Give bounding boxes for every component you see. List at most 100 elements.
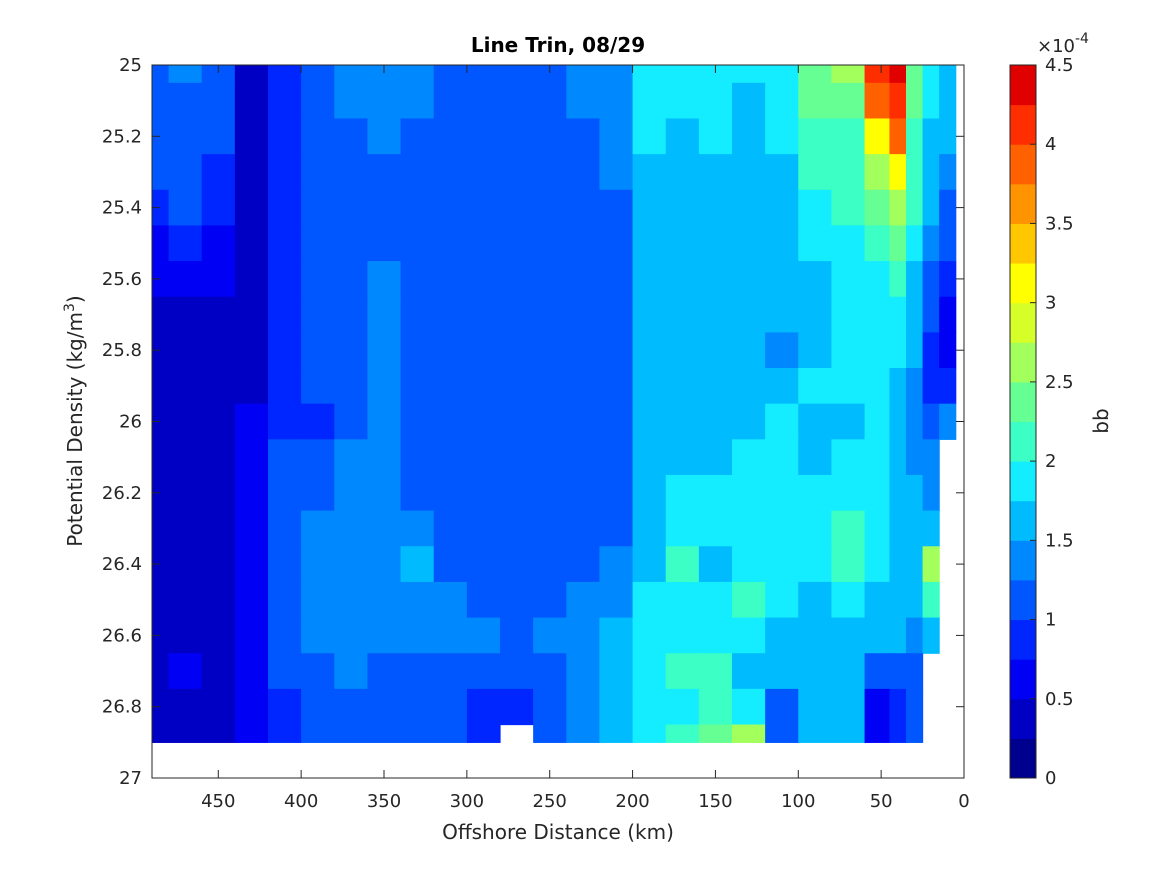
contour-cell: [234, 296, 269, 333]
contour-cell: [466, 617, 501, 654]
contour-cell: [939, 368, 957, 405]
contour-cell: [798, 296, 833, 333]
contour-cell: [831, 510, 866, 547]
x-axis: 450 400 350 300 250 200 150 100 50 0: [201, 65, 970, 812]
contour-cell: [152, 225, 170, 262]
colorbar-segment: [1010, 342, 1036, 383]
contour-cell: [400, 653, 435, 690]
contour-cell: [301, 510, 335, 547]
contour-cell: [831, 688, 866, 726]
contour-cell: [864, 296, 891, 333]
contour-cell: [732, 510, 766, 547]
contour-cell: [732, 368, 766, 405]
contour-cell: [798, 225, 833, 262]
contour-cell: [234, 332, 269, 369]
contour-cell: [168, 118, 203, 155]
contour-cell: [831, 581, 866, 619]
contour-cell: [632, 581, 667, 619]
contour-cell: [301, 82, 335, 120]
contour-cell: [500, 261, 534, 298]
contour-cell: [798, 154, 833, 191]
contour-cell: [334, 688, 369, 726]
colorbar-tick-label: 2.5: [1045, 372, 1074, 393]
contour-cell: [632, 296, 667, 333]
contour-cell: [301, 296, 335, 333]
contour-cell: [765, 510, 799, 547]
contour-cell: [234, 189, 269, 227]
contour-cell: [433, 189, 468, 227]
contour-cell: [301, 403, 335, 440]
contour-cell: [599, 261, 634, 298]
contour-cell: [268, 474, 302, 512]
contour-cell: [168, 154, 203, 191]
contour-cell: [367, 65, 402, 84]
y-tick-label: 25.8: [102, 340, 142, 361]
contour-cell: [798, 118, 833, 155]
contour-cell: [939, 118, 957, 155]
contour-cell: [765, 118, 799, 155]
contour-cell: [698, 403, 733, 440]
contour-cell: [201, 332, 236, 369]
contour-cell: [922, 332, 940, 369]
contour-cell: [301, 154, 335, 191]
contour-cell: [433, 261, 468, 298]
contour-cell: [889, 368, 907, 405]
colorbar-segment: [1010, 579, 1036, 621]
contour-cell: [168, 332, 203, 369]
contour-cell: [665, 118, 700, 155]
colorbar-tick-label: 4.5: [1045, 55, 1074, 76]
contour-cell: [566, 296, 601, 333]
contour-cell: [268, 724, 302, 743]
contour-cell: [864, 225, 891, 262]
contour-cell: [939, 403, 957, 440]
colorbar-tick-label: 0: [1045, 768, 1056, 789]
contour-cell: [922, 581, 940, 619]
contour-cell: [889, 118, 907, 155]
contour-cell: [500, 403, 534, 440]
contour-cell: [433, 439, 468, 476]
contour-cell: [152, 296, 170, 333]
contour-cell: [466, 118, 501, 155]
contour-cell: [599, 653, 634, 690]
contour-cell: [906, 510, 924, 547]
contour-cell: [732, 581, 766, 619]
contour-cell: [433, 653, 468, 690]
contour-cell: [906, 82, 924, 120]
contour-cell: [732, 439, 766, 476]
contour-cell: [168, 261, 203, 298]
contour-cell: [466, 510, 501, 547]
contour-cell: [433, 82, 468, 120]
contour-cell: [301, 724, 335, 743]
contour-cell: [599, 403, 634, 440]
contour-cell: [201, 724, 236, 743]
contour-cell: [500, 118, 534, 155]
contour-cell: [599, 368, 634, 405]
contour-cell: [268, 439, 302, 476]
contour-cell: [152, 368, 170, 405]
contour-cell: [201, 368, 236, 405]
contour-cell: [234, 225, 269, 262]
contour-cell: [632, 653, 667, 690]
contour-cell: [301, 118, 335, 155]
contour-cell: [268, 403, 302, 440]
contour-cell: [201, 154, 236, 191]
contour-cell: [698, 581, 733, 619]
contour-cell: [632, 65, 667, 84]
colorbar-tick-label: 1.5: [1045, 530, 1074, 551]
contour-cell: [367, 154, 402, 191]
contour-cell: [906, 65, 924, 84]
contour-cell: [765, 439, 799, 476]
contour-cell: [201, 474, 236, 512]
y-tick-label: 25.4: [102, 198, 142, 219]
contour-cell: [234, 368, 269, 405]
contour-cell: [698, 154, 733, 191]
contour-cell: [400, 581, 435, 619]
contour-cell: [400, 546, 435, 583]
contour-cell: [152, 403, 170, 440]
contour-cell: [168, 546, 203, 583]
contour-cell: [732, 189, 766, 227]
contour-cell: [466, 296, 501, 333]
contour-cell: [765, 189, 799, 227]
contour-cell: [831, 189, 866, 227]
contour-cell: [466, 65, 501, 84]
